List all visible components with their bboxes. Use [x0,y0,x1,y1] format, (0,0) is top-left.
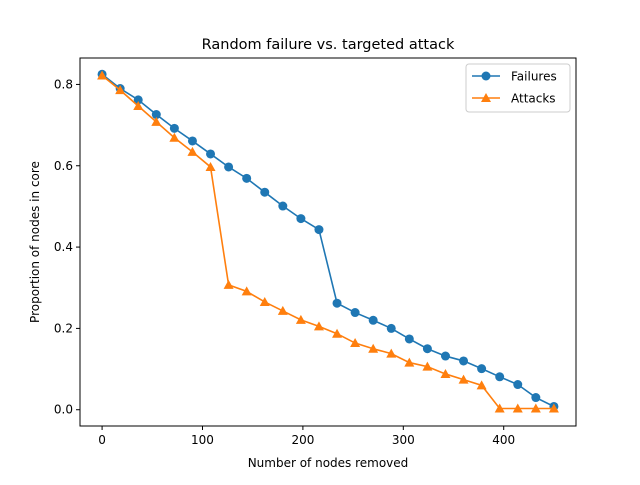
data-point-failures [404,334,414,344]
legend-entry-attacks: Attacks [472,92,556,106]
data-point-attacks [97,70,108,80]
legend-swatch-marker [481,71,491,81]
legend-entry-failures: Failures [472,70,557,84]
data-point-attacks [259,296,270,306]
data-point-attacks [313,321,324,331]
y-tick-label: 0.6 [54,159,73,173]
data-point-failures [206,149,216,159]
x-tick-label: 400 [492,433,515,447]
y-tick-label: 0.4 [54,240,73,254]
data-point-attacks [151,116,162,126]
x-axis: 0 100 200 300 400 [98,426,515,447]
data-point-attacks [295,314,306,324]
data-point-attacks [422,361,433,371]
legend-label: Failures [511,70,557,84]
data-point-failures [477,364,487,374]
data-point-failures [187,136,197,146]
axes-frame [79,57,577,427]
data-point-failures [278,201,288,211]
x-tick-label: 0 [98,433,106,447]
data-point-failures [531,393,541,403]
data-point-failures [224,162,234,172]
data-point-attacks [404,357,415,367]
data-point-failures [133,95,143,105]
data-point-failures [422,344,432,354]
data-point-failures [332,298,342,308]
x-axis-label: Number of nodes removed [248,456,409,470]
plot-area [97,69,559,413]
data-point-failures [242,173,252,183]
data-point-failures [495,372,505,382]
data-point-attacks [476,380,487,390]
data-point-failures [350,308,360,318]
data-point-attacks [548,403,559,413]
data-point-failures [296,214,306,224]
data-point-failures [260,187,270,197]
legend-entries: Failures Attacks [472,70,557,106]
data-point-failures [513,380,523,390]
x-tick-label: 100 [191,433,214,447]
data-point-attacks [187,146,198,156]
data-point-attacks [205,161,216,171]
y-tick-label: 0.2 [54,321,73,335]
x-tick-label: 300 [392,433,415,447]
data-point-failures [314,225,324,235]
data-point-failures [368,315,378,325]
data-point-attacks [512,403,523,413]
data-point-attacks [350,338,361,348]
y-tick-label: 0.0 [54,403,73,417]
chart-title: Random failure vs. targeted attack [202,37,455,53]
data-point-attacks [458,374,469,384]
series-attacks [97,70,559,413]
y-tick-label: 0.8 [54,77,73,91]
data-point-attacks [241,286,252,296]
data-point-attacks [494,403,505,413]
data-point-failures [440,351,450,361]
data-point-attacks [115,85,126,95]
data-point-attacks [368,343,379,353]
data-point-attacks [530,403,541,413]
data-point-attacks [133,100,144,110]
legend: Failures Attacks [465,63,571,113]
data-point-failures [459,356,469,366]
data-point-attacks [277,305,288,315]
x-tick-label: 200 [291,433,314,447]
data-point-attacks [223,279,234,289]
data-point-attacks [169,132,180,142]
data-point-failures [169,123,179,133]
legend-label: Attacks [511,92,556,106]
data-point-attacks [386,348,397,358]
legend-swatch-marker [481,93,491,102]
data-point-failures [151,110,161,120]
data-point-attacks [440,368,451,378]
y-axis-label: Proportion of nodes in core [28,161,42,323]
data-point-failures [386,323,396,333]
data-point-attacks [332,328,343,338]
y-axis: 0.0 0.2 0.4 0.6 0.8 [54,77,80,417]
